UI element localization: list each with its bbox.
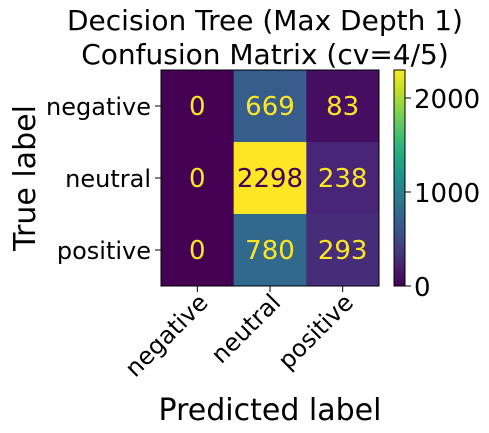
cell-value-label-r0-c1: 669 xyxy=(245,92,295,122)
y-axis-label: True label xyxy=(8,105,43,252)
heatmap-cell-r2-c2 xyxy=(306,214,380,287)
x-axis-label: Predicted label xyxy=(159,393,382,428)
y-axis-ticks: negative neutral positive xyxy=(46,93,161,265)
heatmap-cell-r1-c2 xyxy=(306,142,380,215)
cell-value-label-r2-c0: 0 xyxy=(189,236,206,266)
cell-value-label-r2-c1: 780 xyxy=(245,236,295,266)
heatmap-cell-r1-c1 xyxy=(233,142,307,215)
x-tick-label-negative: negative xyxy=(120,288,214,382)
chart-title-line-2: Confusion Matrix (cv=4/5) xyxy=(81,38,449,71)
x-tick-label-positive: positive xyxy=(273,288,359,374)
chart-title-line-1: Decision Tree (Max Depth 1) xyxy=(67,4,463,37)
colorbar-ticks: 0 1000 2000 xyxy=(405,85,480,303)
colorbar-tick-label-0: 0 xyxy=(414,273,431,303)
cell-value-label-r1-c0: 0 xyxy=(189,164,206,194)
heatmap-cell-r0-c2 xyxy=(306,70,380,143)
colorbar-tick-label-2: 2000 xyxy=(414,85,480,115)
y-tick-label-neutral: neutral xyxy=(65,165,151,193)
cell-value-label-r1-c2: 238 xyxy=(318,164,368,194)
y-tick-label-positive: positive xyxy=(57,237,151,265)
heatmap-cell-r2-c0 xyxy=(161,214,235,287)
cell-value-label-r1-c1: 2298 xyxy=(237,164,303,194)
heatmap-cell-r2-c1 xyxy=(233,214,307,287)
colorbar xyxy=(393,69,406,287)
heatmap-cells xyxy=(161,70,380,287)
heatmap-cell-r0-c1 xyxy=(233,70,307,143)
heatmap-cell-labels: 0 669 83 0 2298 238 0 780 293 xyxy=(189,92,367,266)
heatmap-cell-r0-c0 xyxy=(161,70,235,143)
heatmap-cell-r1-c0 xyxy=(161,142,235,215)
colorbar-tick-label-1: 1000 xyxy=(414,179,480,209)
cell-value-label-r0-c2: 83 xyxy=(326,92,359,122)
y-tick-label-negative: negative xyxy=(46,93,151,121)
cell-value-label-r0-c0: 0 xyxy=(189,92,206,122)
chart-title: Decision Tree (Max Depth 1) Confusion Ma… xyxy=(67,4,463,71)
cell-value-label-r2-c2: 293 xyxy=(318,236,368,266)
